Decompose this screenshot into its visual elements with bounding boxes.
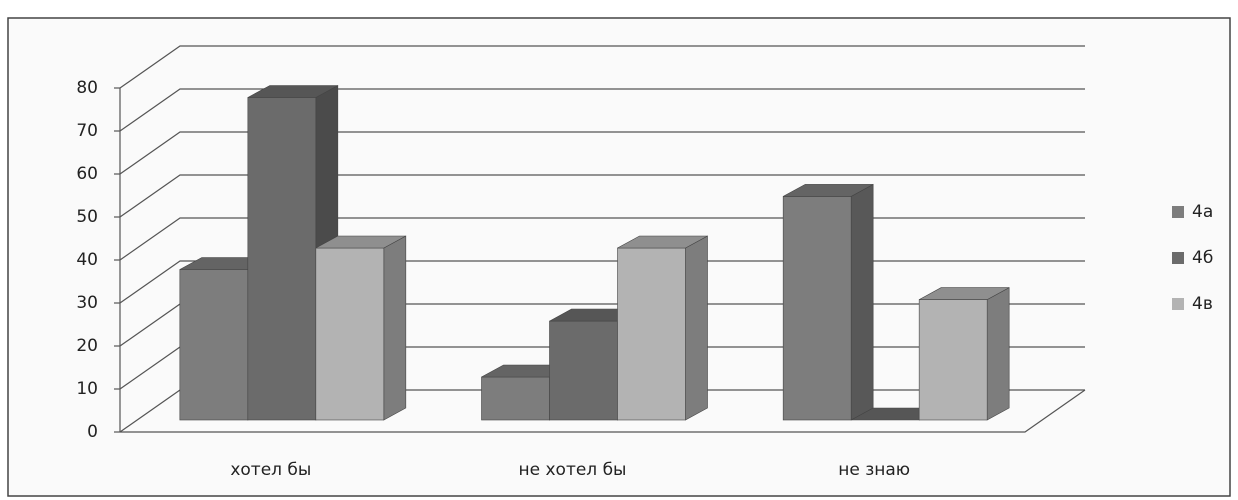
y-tick-label: 60 xyxy=(76,164,98,184)
y-tick-label: 0 xyxy=(87,422,98,442)
legend-swatch xyxy=(1172,252,1184,264)
y-tick-label: 50 xyxy=(76,207,98,227)
bar xyxy=(617,247,686,421)
bar xyxy=(549,320,618,421)
legend-swatch xyxy=(1172,298,1184,310)
bar-top xyxy=(783,184,874,197)
bar xyxy=(918,299,988,421)
legend-label: 4в xyxy=(1192,294,1213,314)
y-tick-label: 70 xyxy=(76,121,98,141)
bar xyxy=(179,269,249,421)
y-tick-label: 40 xyxy=(76,250,98,270)
y-tick-label: 10 xyxy=(76,379,98,399)
bar-side xyxy=(850,183,874,421)
y-tick-label: 20 xyxy=(76,336,98,356)
floor xyxy=(120,389,1086,433)
bar xyxy=(481,376,550,421)
bar-side xyxy=(685,235,708,421)
y-tick-label: 30 xyxy=(76,293,98,313)
x-tick-label: хотел бы xyxy=(230,460,311,480)
bar-top xyxy=(247,85,338,98)
legend-label: 4б xyxy=(1192,248,1213,268)
legend-swatch xyxy=(1172,206,1184,218)
grid-line xyxy=(119,45,1085,89)
legend-label: 4а xyxy=(1192,202,1213,222)
bar-side xyxy=(986,287,1010,421)
bar xyxy=(247,97,317,421)
y-tick-label: 80 xyxy=(76,78,98,98)
bar xyxy=(782,196,852,421)
bar-side xyxy=(383,235,407,421)
grid-line xyxy=(119,88,1085,132)
grid-line xyxy=(119,131,1085,175)
bar xyxy=(315,247,385,421)
bar-top xyxy=(315,235,406,249)
x-tick-label: не хотел бы xyxy=(519,460,627,480)
grid-line xyxy=(119,174,1085,218)
x-tick-label: не знаю xyxy=(838,460,910,480)
bar-top xyxy=(919,287,1010,300)
bar-top xyxy=(617,235,708,249)
